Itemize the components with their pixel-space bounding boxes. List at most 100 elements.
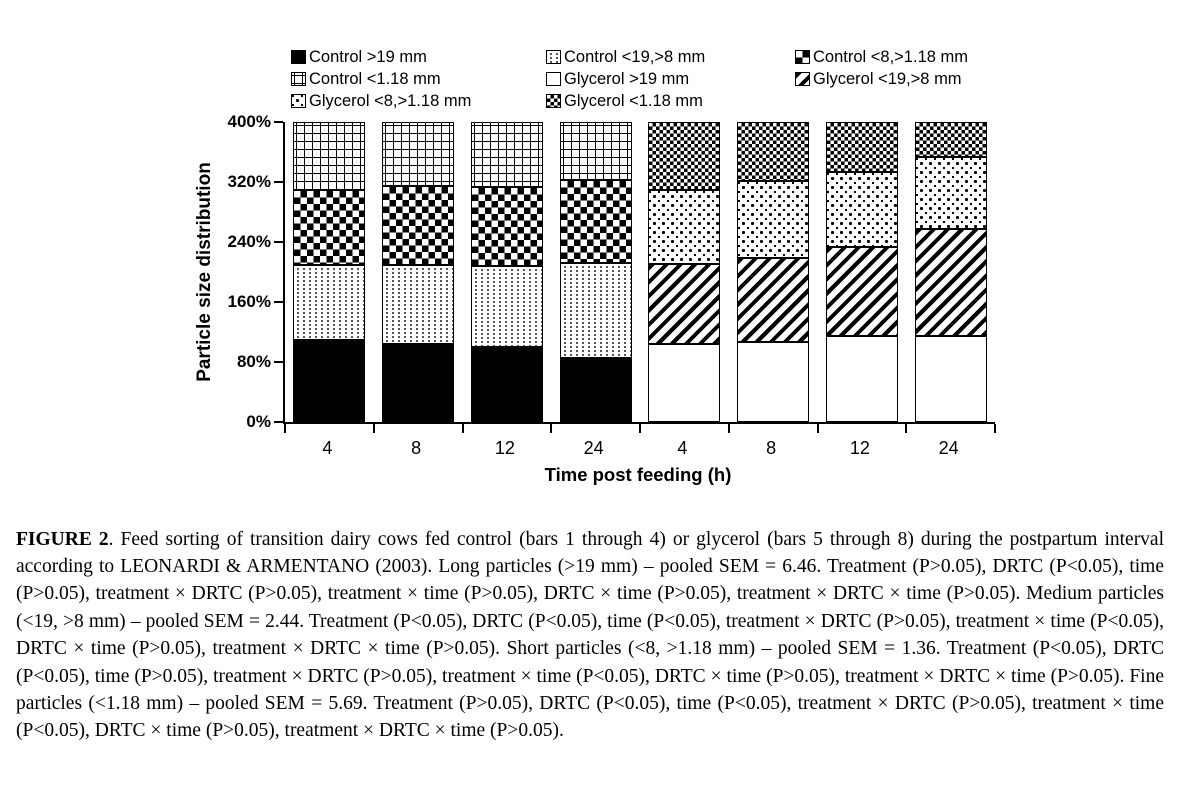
x-axis-tick	[550, 424, 553, 433]
legend-swatch-dots-icon	[546, 50, 561, 64]
y-axis-tick	[274, 181, 283, 183]
bar-segment	[559, 358, 632, 422]
x-category-label: 12	[849, 438, 870, 458]
stacked-bar-1	[293, 122, 366, 422]
legend-swatch-grid-icon	[291, 72, 306, 86]
legend-swatch-diag-icon	[795, 72, 810, 86]
x-axis-tick	[816, 424, 819, 433]
legend-swatch-sparsedots-icon	[291, 94, 306, 108]
legend-swatch-densechecker-icon	[546, 94, 561, 108]
bar-segment	[382, 264, 455, 344]
legend-item: Glycerol <8,>1.18 mm	[291, 90, 546, 112]
legend-item: Control <8,>1.18 mm	[795, 46, 968, 68]
y-axis-tick-label: 240%	[227, 232, 271, 251]
bar-segment	[825, 122, 898, 173]
bar-segment	[648, 263, 721, 344]
figure-label: FIGURE 2	[16, 528, 109, 550]
bar-segment	[382, 185, 455, 265]
bar-segment	[559, 179, 632, 263]
y-axis-tick	[274, 421, 283, 423]
bar-segment	[382, 344, 455, 422]
bar-segment	[648, 344, 721, 422]
stacked-bar-4	[559, 122, 632, 422]
bar-segment	[470, 347, 543, 422]
legend-item: Glycerol <19,>8 mm	[795, 68, 968, 90]
stacked-bar-5	[648, 122, 721, 422]
figure-caption-text: . Feed sorting of transition dairy cows …	[16, 528, 1165, 742]
bar-segment	[648, 122, 721, 190]
chart-legend: Control >19 mm Control <19,>8 mm Control <…	[291, 46, 968, 112]
x-axis-tick	[905, 424, 908, 433]
bar-segment	[914, 335, 987, 422]
bar-segment	[825, 172, 898, 248]
legend-item: Control <1.18 mm	[291, 68, 546, 90]
bar-segment	[470, 266, 543, 347]
y-axis-tick	[274, 301, 283, 303]
bar-segment	[737, 341, 810, 422]
legend-label: Glycerol <1.18 mm	[564, 91, 703, 110]
figure-caption: FIGURE 2. Feed sorting of transition dai…	[16, 526, 1164, 745]
legend-item: Glycerol >19 mm	[546, 68, 795, 90]
legend-label: Control >19 mm	[309, 47, 427, 66]
y-axis-title: Particle size distribution	[194, 162, 215, 382]
bar-segment	[737, 181, 810, 258]
legend-label: Control <19,>8 mm	[564, 47, 706, 66]
x-category-label: 8	[411, 438, 422, 458]
bar-segment	[737, 122, 810, 182]
y-axis-tick	[274, 121, 283, 123]
bar-segment	[470, 186, 543, 266]
x-axis-tick	[284, 424, 286, 433]
bar-segment	[470, 122, 543, 187]
x-axis-title: Time post feeding (h)	[544, 464, 732, 485]
legend-swatch-checker-icon	[795, 50, 810, 64]
bar-segment	[559, 122, 632, 180]
y-axis-tick	[274, 361, 283, 363]
x-axis-tick	[461, 424, 464, 433]
bar-segment	[914, 157, 987, 229]
bar-segment	[825, 335, 898, 422]
x-axis-tick	[639, 424, 641, 433]
bar-segment	[293, 190, 366, 265]
legend-label: Glycerol <19,>8 mm	[813, 69, 962, 88]
legend-label: Glycerol <8,>1.18 mm	[309, 91, 472, 110]
legend-label: Glycerol >19 mm	[564, 69, 690, 88]
bar-segment	[914, 228, 987, 336]
legend-label: Control <8,>1.18 mm	[813, 47, 968, 66]
x-category-label: 24	[938, 438, 959, 458]
stacked-bar-6	[737, 122, 810, 422]
bar-segment	[648, 189, 721, 264]
y-axis-tick-label: 400%	[227, 112, 271, 131]
y-axis-tick	[274, 241, 283, 243]
legend-item: Glycerol <1.18 mm	[546, 90, 795, 112]
y-axis-tick-label: 320%	[227, 172, 271, 191]
bar-segment	[382, 122, 455, 186]
stacked-bar-7	[825, 122, 898, 422]
y-axis-tick-label: 160%	[227, 292, 271, 311]
stacked-bar-8	[914, 122, 987, 422]
x-category-label: 24	[583, 438, 604, 458]
legend-label: Control <1.18 mm	[309, 69, 441, 88]
x-axis-tick	[372, 424, 375, 433]
bar-segment	[559, 263, 632, 359]
x-category-label: 4	[322, 438, 333, 458]
y-axis-tick-label: 80%	[236, 352, 271, 371]
bar-segment	[293, 340, 366, 422]
bar-segment	[293, 122, 366, 191]
x-axis-tick	[727, 424, 730, 433]
stacked-bar-2	[382, 122, 455, 422]
plot-area: 0% 80% 160% 240% 320% 400%	[228, 112, 996, 433]
x-category-label: 12	[494, 438, 515, 458]
y-axis-tick-label: 0%	[246, 412, 271, 431]
x-category-label: 8	[766, 438, 777, 458]
bar-segment	[293, 264, 366, 341]
x-category-label: 4	[677, 438, 688, 458]
bar-segment	[914, 122, 987, 158]
bar-segment	[825, 247, 898, 336]
legend-swatch-white-icon	[546, 72, 561, 86]
legend-item: Control <19,>8 mm	[546, 46, 795, 68]
legend-swatch-solid-icon	[291, 50, 306, 64]
stacked-bar-3	[470, 122, 543, 422]
x-axis-tick	[994, 424, 996, 433]
bar-segment	[737, 257, 810, 342]
legend-item: Control >19 mm	[291, 46, 546, 68]
